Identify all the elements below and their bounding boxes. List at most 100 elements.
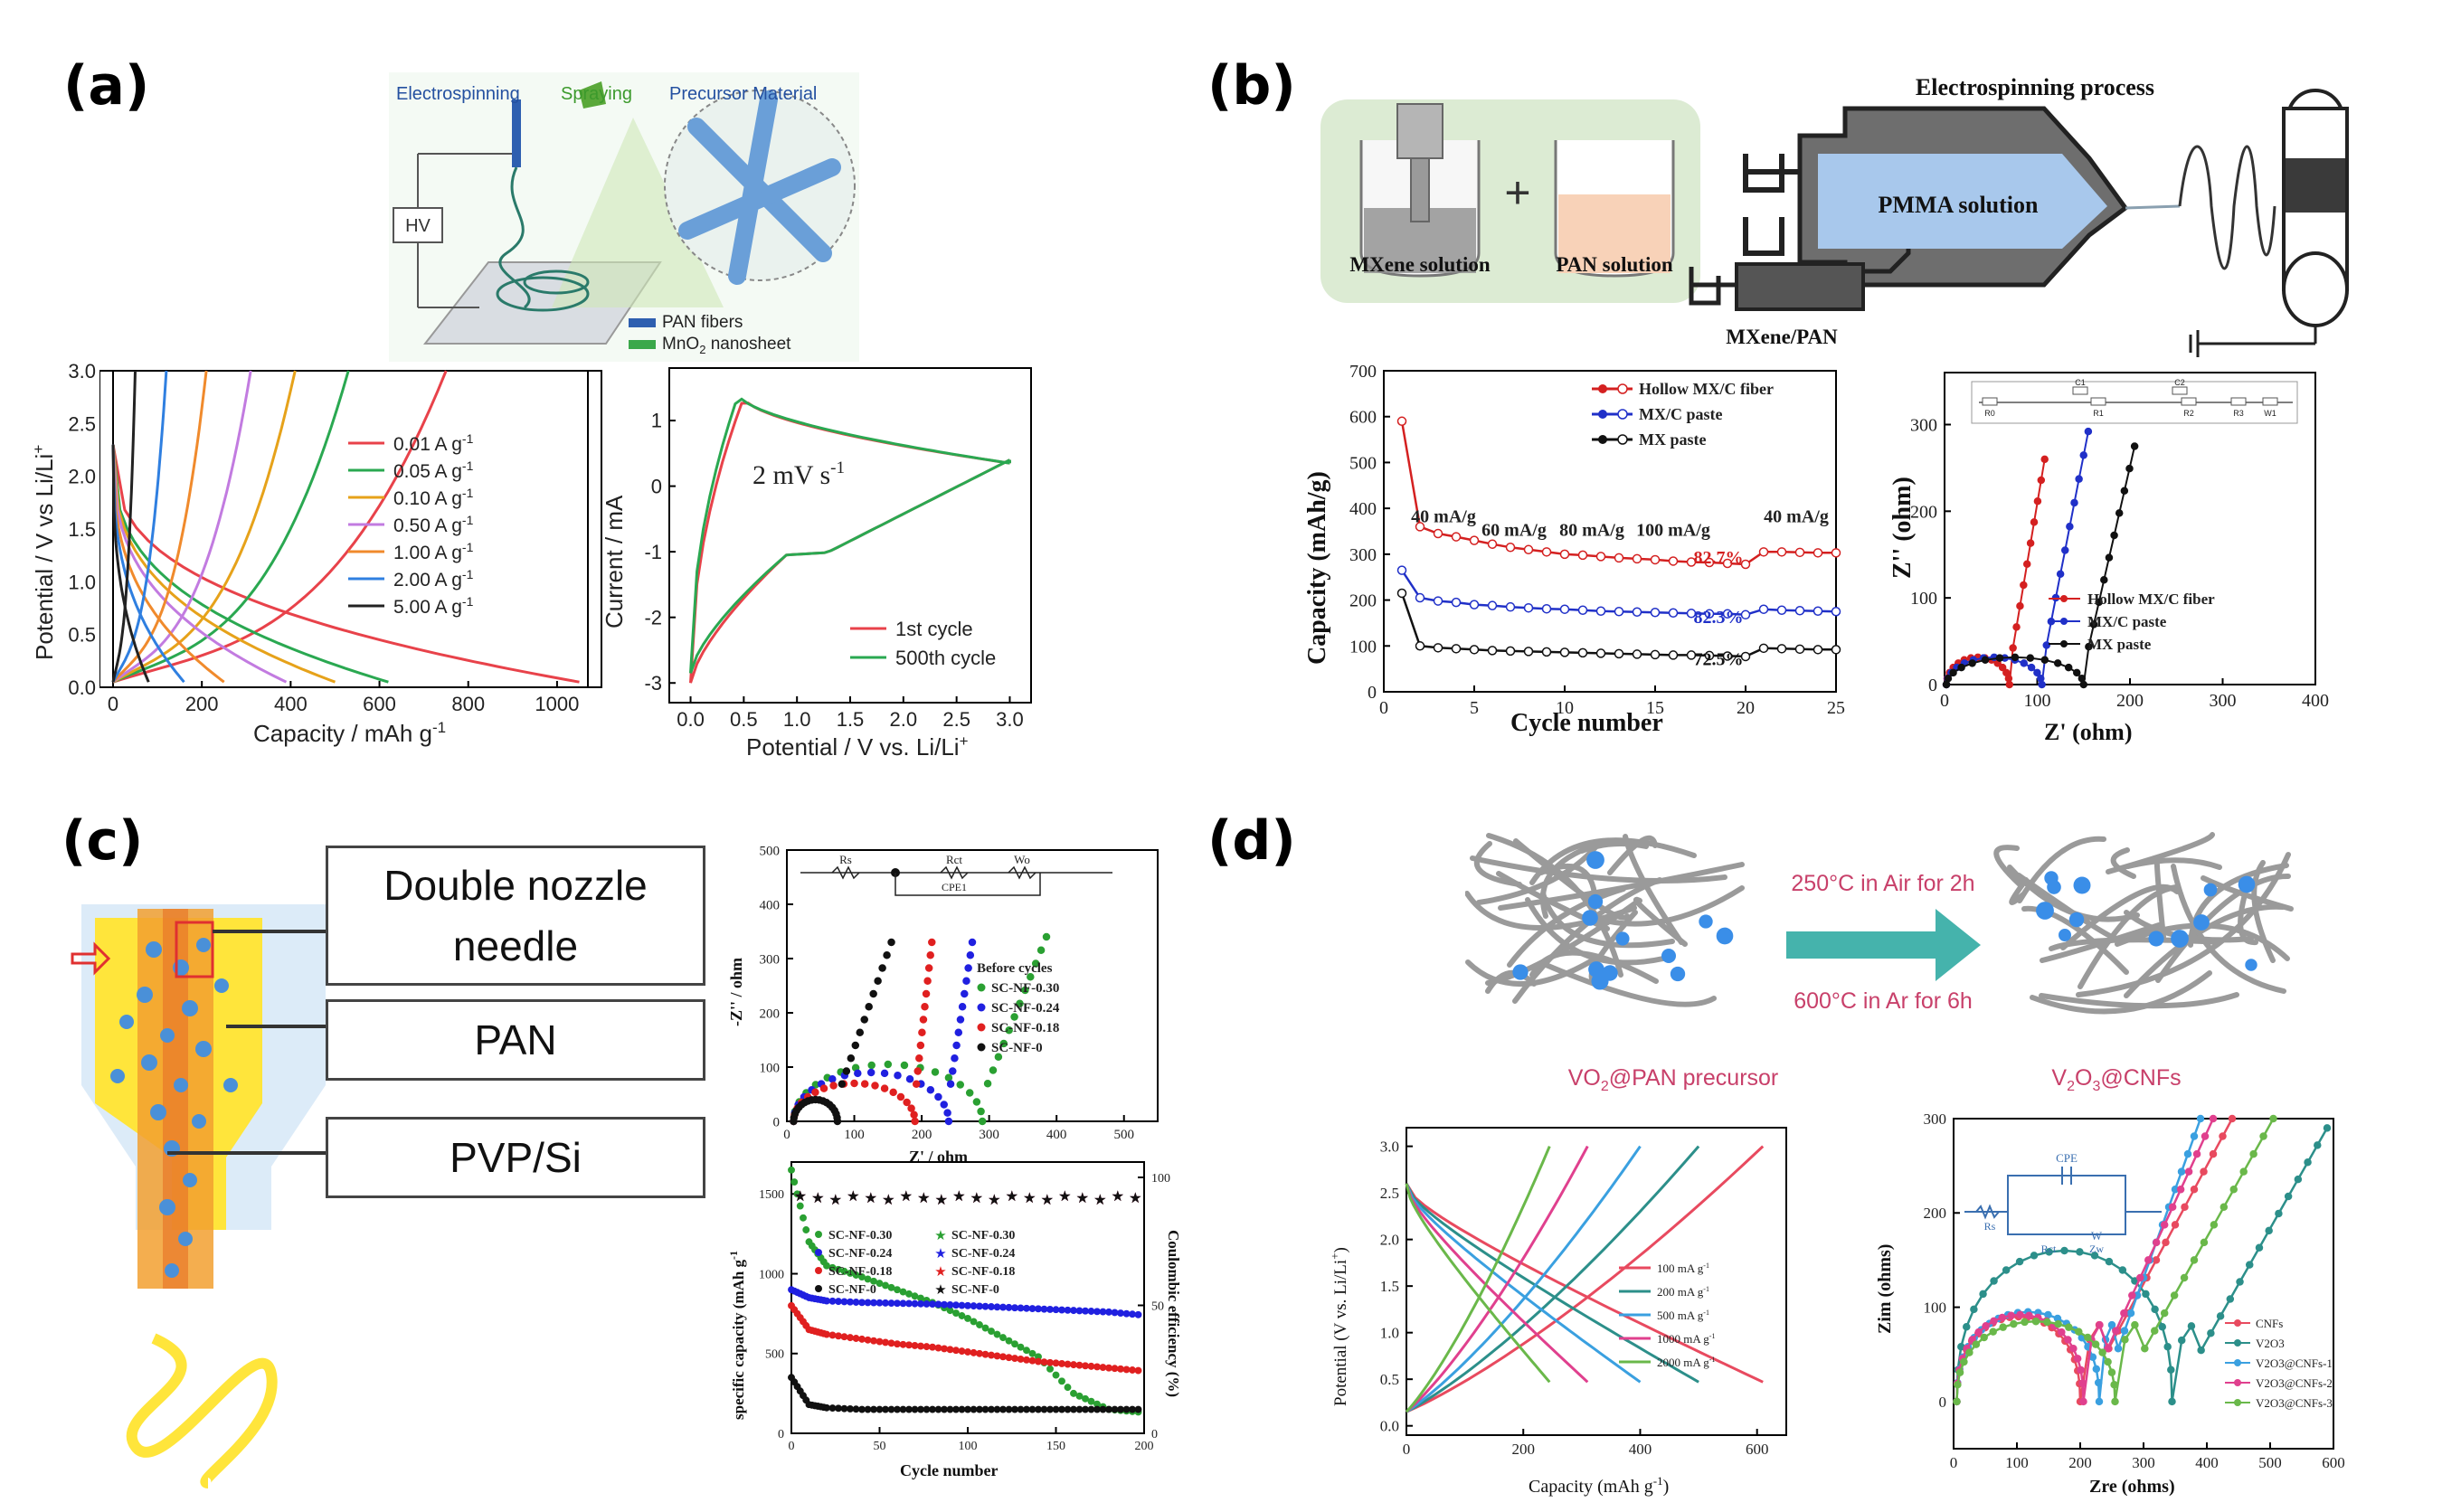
b-cap-marker (1469, 645, 1480, 655)
mesh-particle (2073, 876, 2091, 894)
a-gcd-charge-curve (111, 370, 168, 683)
c-cyc-capacity-marker (1093, 1363, 1101, 1371)
c-cyc-legend-label2: SC-NF-0.18 (951, 1265, 1015, 1279)
c-cyc-capacity-marker (1023, 1356, 1030, 1364)
c-cyc-ce-marker: ★ (882, 1193, 894, 1208)
d-eis-marker (2160, 1309, 2169, 1318)
c-eis-circuit-rs (831, 865, 860, 880)
b-cap-marker (1722, 651, 1733, 661)
c-eis-marker (860, 1016, 868, 1024)
c-eis-marker (903, 1098, 911, 1107)
b-cap-legend-dot-open (1617, 434, 1628, 445)
d-eis-marker (2045, 1248, 2053, 1256)
c-cyc-legend-star: ★ (934, 1246, 946, 1262)
c-cyc-capacity-marker (929, 1300, 936, 1309)
c-cyc-capacity-marker (870, 1277, 877, 1285)
a-gcd-legend-label: 0.10 A g-1 (393, 486, 474, 509)
b-eis-marker (2061, 546, 2069, 554)
d-eis-marker (2075, 1328, 2083, 1336)
c-cyc-capacity-marker (964, 1348, 971, 1356)
b-eis-circuit-label: R2 (2183, 409, 2194, 418)
b-eis-marker (2033, 668, 2041, 677)
c-eis-ylabel: -Z'' / ohm (727, 958, 745, 1026)
d-eis-marker (2167, 1366, 2175, 1375)
c-eis-marker (965, 1089, 974, 1097)
c-cyc-ce-marker: ★ (970, 1191, 983, 1206)
b-cap-xtick-label: 25 (1827, 698, 1845, 718)
b-cap-marker (1523, 544, 1534, 555)
b-cap-marker (1523, 647, 1534, 657)
b-eis-marker (2026, 654, 2035, 662)
c-cyc-capacity-marker (964, 1405, 971, 1413)
c-eis-marker (949, 1067, 957, 1075)
c-cyc-capacity-marker (899, 1299, 907, 1308)
b-eis-marker (2037, 675, 2045, 683)
c-eis-xtick-label: 400 (1046, 1128, 1067, 1142)
a-cv-legend-label: 500th cycle (895, 647, 996, 669)
c-cyc-capacity-marker (1082, 1405, 1089, 1413)
c-cyc-capacity-marker (1052, 1359, 1060, 1367)
b-eis-circuit-label: R1 (2093, 409, 2104, 418)
c-cyc-capacity-marker (1134, 1366, 1142, 1375)
c-cyc-capacity-marker (852, 1405, 860, 1413)
c-cyc-ce-marker: ★ (794, 1189, 807, 1205)
d-gcd-legend-label: 1000 mA g-1 (1657, 1332, 1715, 1346)
c-cyc-capacity-marker (835, 1404, 842, 1413)
c-eis-marker (894, 1072, 902, 1080)
c-cyc-y2tick-label: 50 (1151, 1299, 1164, 1313)
b-eis-legend-dot (2060, 618, 2068, 625)
c-cyc-capacity-marker (802, 1226, 810, 1233)
b-eis-marker (2038, 680, 2046, 689)
mesh-fiber (2021, 905, 2129, 975)
d-gcd-xtick-label: 200 (1511, 1441, 1535, 1458)
c-cyc-ce-marker: ★ (1112, 1189, 1124, 1205)
d-eis-marker (2098, 1348, 2106, 1356)
label-pmma-solution: PMMA solution (1879, 192, 2039, 218)
b-cap-marker (1813, 606, 1823, 616)
b-cap-marker (1668, 556, 1679, 566)
mesh-particle (2238, 875, 2256, 893)
c-cyc-capacity-marker (1040, 1358, 1048, 1366)
box1-line2: needle (452, 921, 579, 969)
d-eis-marker (1960, 1357, 1968, 1366)
b-cap-marker (1831, 645, 1841, 655)
b-cap-ytick-label: 200 (1349, 591, 1377, 611)
c-eis-marker (1021, 986, 1029, 995)
d-eis-series-line (1955, 1118, 2275, 1403)
b-cap-marker (1668, 650, 1679, 660)
mesh-fiber (2115, 922, 2290, 961)
c-cyc-xlabel: Cycle number (900, 1461, 998, 1479)
b-cap-marker (1451, 644, 1462, 654)
d-eis-legend-label: V2O3 (2256, 1337, 2285, 1350)
c-eis-marker (962, 977, 970, 985)
d-eis-legend-label: CNFs (2256, 1317, 2283, 1330)
d-eis-ytick-label: 0 (1939, 1394, 1947, 1411)
d-eis-marker (2025, 1311, 2033, 1319)
d-eis-marker (2183, 1149, 2192, 1158)
c-cyc-capacity-marker (1064, 1360, 1072, 1368)
d-eis-legend-label: V2O3@CNFs-1 (2256, 1356, 2333, 1370)
d-gcd-discharge-curve (1405, 1182, 1764, 1384)
c-cyc-ce-marker: ★ (811, 1191, 824, 1206)
d-gcd-charge-curve (1406, 1145, 1642, 1413)
c-eis-circuit: Rs Rct Wo CPE1 (800, 853, 1112, 896)
a-cv-xtick-label: 1.0 (783, 708, 811, 731)
c-eis-marker (865, 1003, 873, 1011)
panel-d-eis-chart: 0 100 200 300 400 500 600 0 100 200 300 CNFs V2O3 V2O… (1875, 1110, 2345, 1497)
b-cap-marker (1668, 608, 1679, 619)
d-eis-marker (2044, 1310, 2052, 1319)
b-cap-marker (1831, 548, 1841, 558)
c-cyc-capacity-marker (899, 1405, 907, 1413)
mesh-particle (2059, 929, 2071, 941)
c-eis-marker (958, 1003, 967, 1011)
a-cv-ytick-label: -2 (644, 606, 662, 628)
c-cyc-capacity-marker (917, 1299, 924, 1308)
c-cyc-capacity-marker (870, 1405, 877, 1413)
c-cyc-ce-marker: ★ (952, 1189, 965, 1205)
a-cv-ytick-label: -3 (644, 672, 662, 695)
c-cyc-capacity-marker (911, 1405, 919, 1413)
d-eis-marker (2060, 1246, 2068, 1255)
c-cyc-capacity-marker (887, 1339, 895, 1347)
c-cyc-capacity-marker (1005, 1337, 1013, 1345)
d-eis-marker (2249, 1149, 2257, 1158)
